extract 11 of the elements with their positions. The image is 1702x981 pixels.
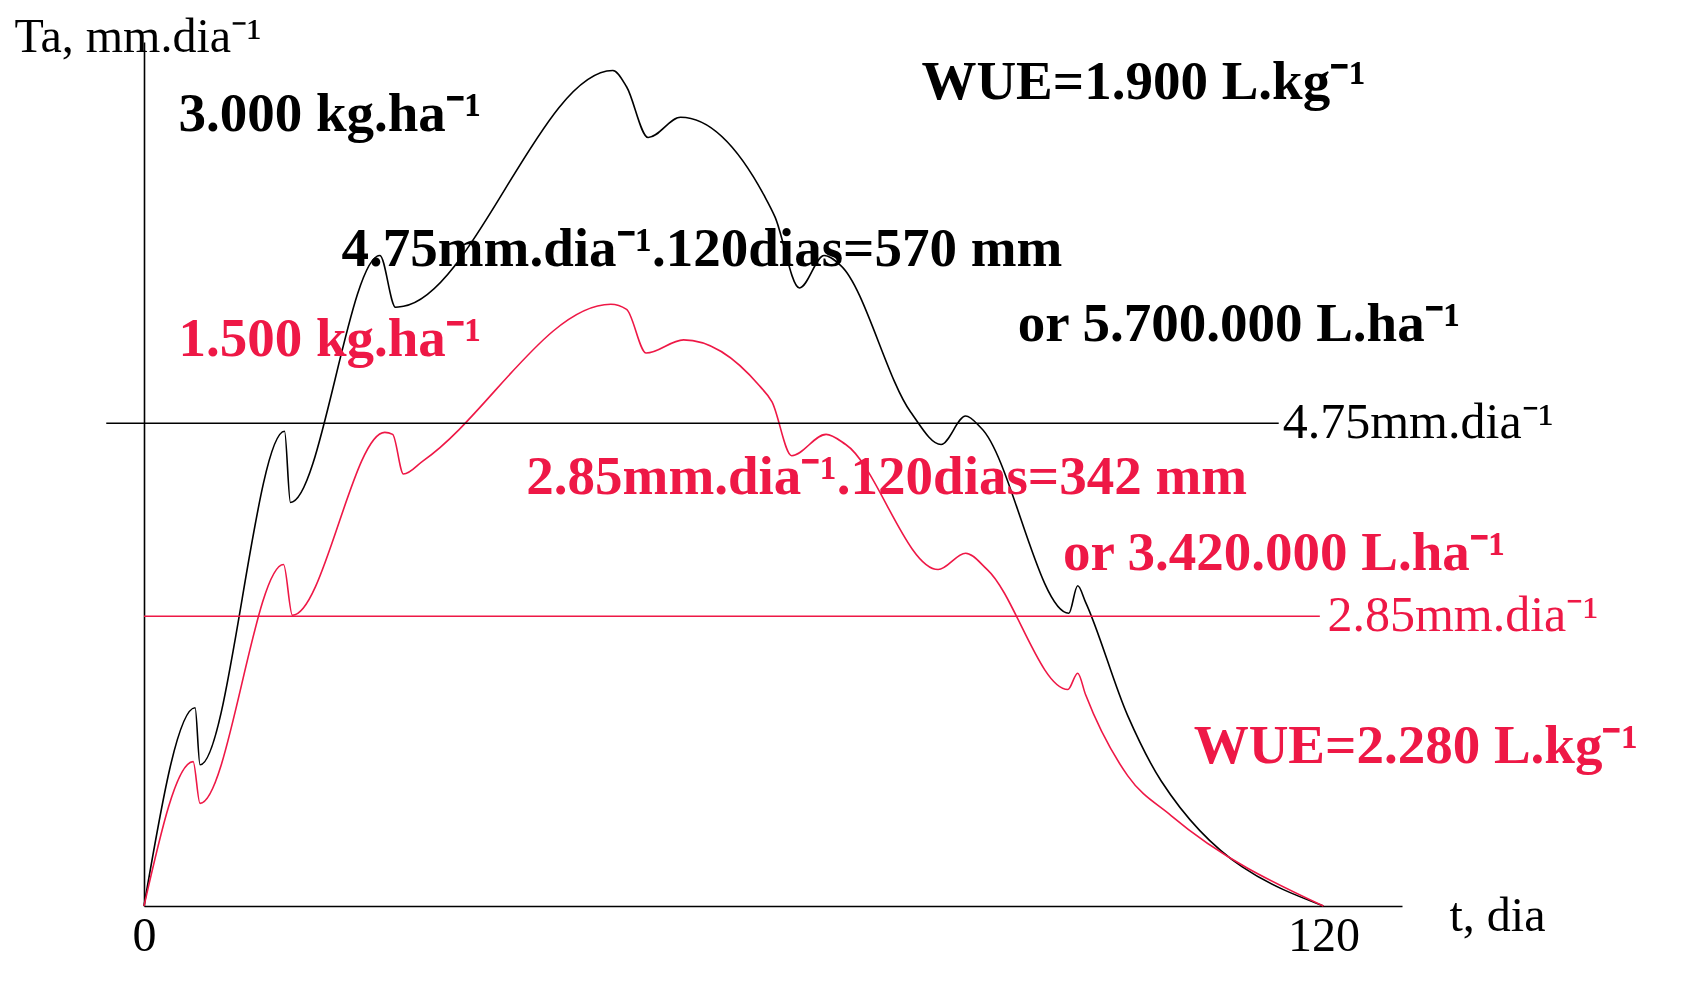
annotation: or 3.420.000 L.ha⁻¹ — [1062, 521, 1506, 583]
ref-line-label: 4.75mm.dia⁻¹ — [1282, 393, 1554, 450]
x-axis-title: t, dia — [1449, 887, 1546, 941]
annotation: WUE=2.280 L.kg⁻¹ — [1193, 714, 1638, 776]
annotation: 3.000 kg.ha⁻¹ — [178, 82, 482, 144]
x-tick-label: 0 — [132, 907, 157, 961]
y-axis-title: Ta, mm.dia⁻¹ — [14, 8, 262, 62]
x-tick-label: 120 — [1287, 907, 1360, 961]
annotation: or 5.700.000 L.ha⁻¹ — [1017, 291, 1461, 353]
ref-line-label: 2.85mm.dia⁻¹ — [1327, 586, 1599, 643]
annotation: WUE=1.900 L.kg⁻¹ — [921, 49, 1366, 111]
